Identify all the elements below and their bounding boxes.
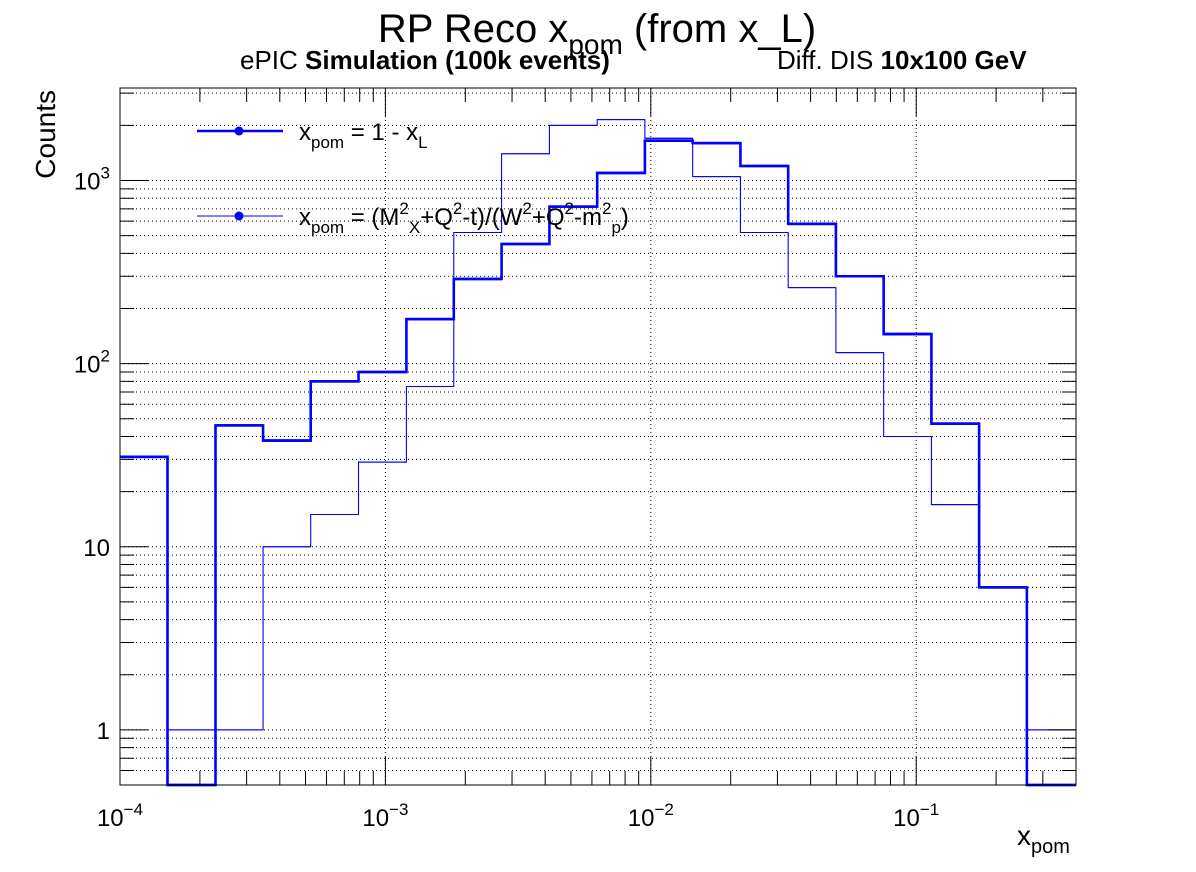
y-tick-label-base: 10 <box>83 535 110 562</box>
x-tick-label-exponent: −1 <box>920 800 939 819</box>
legend-text: +Q <box>420 204 453 231</box>
y-axis-label: Counts <box>30 90 61 179</box>
legend-superscript: 2 <box>565 199 574 218</box>
legend-text: x <box>299 204 311 231</box>
legend-text: +Q <box>532 204 565 231</box>
series-1-outline <box>120 139 1076 787</box>
subtitle-right-plain: Diff. DIS <box>777 45 881 75</box>
subtitle-right: Diff. DIS 10x100 GeV <box>777 45 1027 75</box>
x-tick-label-base: 10 <box>97 805 124 832</box>
chart-title-tail: (from x_L) <box>623 7 816 51</box>
legend-text: ) <box>621 204 629 231</box>
chart-title-main: RP Reco x <box>378 7 568 51</box>
chart-title-sub: pom <box>568 29 622 60</box>
legend-subscript: pom <box>311 218 344 237</box>
x-tick-label: 10−1 <box>893 800 939 832</box>
legend-text: x <box>299 119 311 146</box>
x-tick-label: 10−2 <box>628 800 674 832</box>
legend-subscript: X <box>409 218 420 237</box>
legend-superscript: 2 <box>522 199 531 218</box>
axis-ticks <box>119 88 1077 786</box>
legend-label-1: xpom = 1 - xL <box>299 119 428 152</box>
legend-marker-2 <box>234 211 244 221</box>
histogram-series <box>120 119 1076 787</box>
legend-superscript: 2 <box>602 199 611 218</box>
legend-text: -t)/(W <box>462 204 522 231</box>
legend-marker-1 <box>234 126 244 136</box>
subtitle-left: ePIC Simulation (100k events) <box>240 45 610 75</box>
y-tick-label-exponent: 3 <box>101 164 110 183</box>
y-tick-label-base: 1 <box>97 718 110 745</box>
x-axis-label-main: x <box>1017 820 1031 851</box>
x-tick-label-exponent: −2 <box>654 800 673 819</box>
legend-label-2: xpom = (M2X+Q2-t)/(W2+Q2-m2p) <box>299 199 629 237</box>
x-tick-label: 10−4 <box>97 800 143 832</box>
subtitle-right-bold: 10x100 GeV <box>881 45 1028 75</box>
x-tick-label-exponent: −4 <box>124 800 143 819</box>
legend-text: -m <box>574 204 602 231</box>
x-tick-label-exponent: −3 <box>389 800 408 819</box>
legend-text: = 1 - x <box>344 119 418 146</box>
x-tick-label-base: 10 <box>362 805 389 832</box>
x-tick-label-base: 10 <box>628 805 655 832</box>
subtitle-left-plain: ePIC <box>240 45 305 75</box>
x-axis-label: xpom <box>1017 820 1070 858</box>
y-tick-label: 102 <box>74 347 110 379</box>
x-tick-label-base: 10 <box>893 805 920 832</box>
legend-superscript: 2 <box>399 199 408 218</box>
subtitle-left-bold: Simulation (100k events) <box>305 45 610 75</box>
y-tick-label: 10 <box>83 535 110 562</box>
x-tick-label: 10−3 <box>362 800 408 832</box>
y-tick-label-exponent: 2 <box>101 347 110 366</box>
chart-title: RP Reco xpom (from x_L) <box>378 7 816 60</box>
legend-subscript: pom <box>311 133 344 152</box>
y-tick-label-base: 10 <box>74 169 101 196</box>
grid-lines <box>120 88 1076 786</box>
y-tick-label-base: 10 <box>74 352 101 379</box>
legend-text: = (M <box>344 204 399 231</box>
legend-superscript: 2 <box>453 199 462 218</box>
legend-subscript: p <box>611 218 620 237</box>
y-tick-label: 103 <box>74 164 110 196</box>
y-tick-label: 1 <box>97 718 110 745</box>
x-axis-label-sub: pom <box>1031 836 1070 858</box>
series-2-outline <box>120 119 1076 786</box>
legend-subscript: L <box>418 133 427 152</box>
